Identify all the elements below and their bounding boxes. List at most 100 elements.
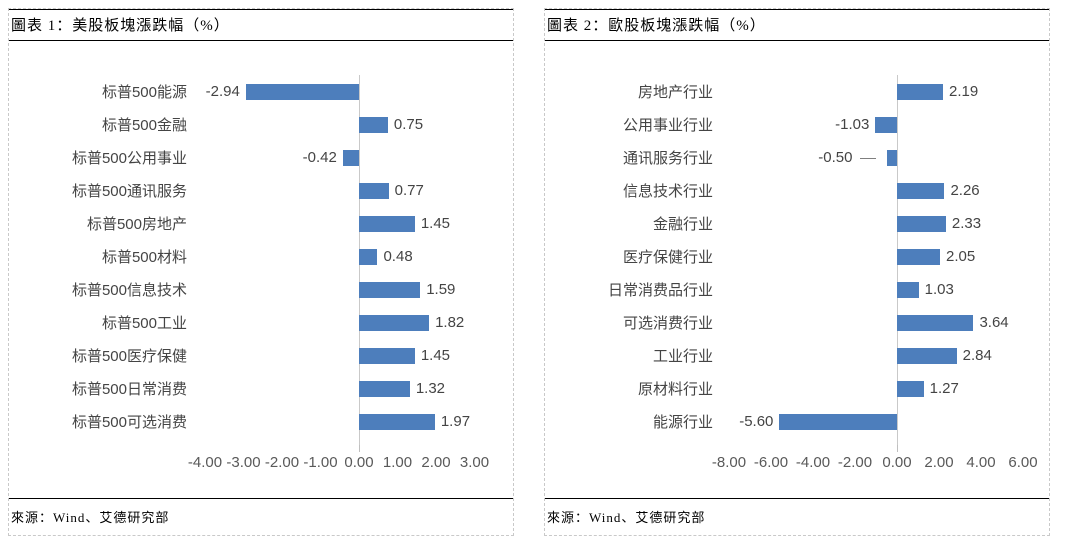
- value-label: 2.05: [946, 248, 976, 265]
- bar-row: 原材料行业 1.27: [545, 372, 1049, 405]
- bar: [359, 182, 389, 199]
- bar-plot-area: 1.82: [187, 306, 513, 339]
- eu-sector-chart-panel: 圖表 2：歐股板塊漲跌幅（%） 房地产行业 2.19 公用事业行业 -1.03 通讯服务…: [544, 8, 1050, 536]
- bar: [897, 314, 974, 331]
- value-label: 1.32: [415, 380, 446, 397]
- category-label: 标普500材料: [101, 249, 187, 266]
- axis-tick-label: -8.00: [711, 454, 747, 471]
- bar-row: 房地产行业 2.19: [545, 75, 1049, 108]
- bar-row: 日常消费品行业 1.03: [545, 273, 1049, 306]
- zero-tick-mark: [897, 445, 898, 452]
- category-label: 标普500公用事业: [71, 150, 187, 167]
- panel-spacer: [545, 475, 1049, 498]
- value-label: 1.97: [440, 413, 471, 430]
- bar: [359, 347, 415, 364]
- bar-plot-area: -0.50: [713, 141, 1049, 174]
- bar-plot-area: -1.03: [713, 108, 1049, 141]
- axis-tick-label: 6.00: [1008, 454, 1038, 471]
- category-label: 公用事业行业: [622, 117, 713, 134]
- bar-plot-area: 1.32: [187, 372, 513, 405]
- category-label: 能源行业: [652, 414, 713, 431]
- category-label: 标普500日常消费: [71, 381, 187, 398]
- value-label: 2.19: [948, 83, 979, 100]
- category-label: 标普500信息技术: [71, 282, 187, 299]
- category-label: 标普500工业: [101, 315, 187, 332]
- axis-tick-label: 4.00: [966, 454, 996, 471]
- category-label: 通讯服务行业: [622, 150, 713, 167]
- value-label: 1.03: [924, 281, 954, 298]
- bar: [359, 281, 421, 298]
- bar-plot-area: 2.19: [713, 75, 1049, 108]
- bar: [897, 248, 941, 265]
- source-note-us: 來源：Wind、艾德研究部: [9, 498, 513, 535]
- bar-row: 通讯服务行业 -0.50: [545, 141, 1049, 174]
- axis-tick-label: -2.00: [264, 454, 300, 471]
- value-label: 1.27: [929, 380, 959, 397]
- bar-row: 标普500工业 1.82: [9, 306, 513, 339]
- category-label: 工业行业: [652, 348, 713, 365]
- value-label: -2.94: [205, 83, 240, 100]
- bar-plot-area: 1.27: [713, 372, 1049, 405]
- axis-tick-label: 1.00: [382, 454, 413, 471]
- bar: [359, 215, 415, 232]
- category-label: 医疗保健行业: [622, 249, 713, 266]
- value-label: -0.50: [818, 149, 853, 166]
- bar-plot-area: 1.45: [187, 207, 513, 240]
- value-label: -5.60: [739, 413, 774, 430]
- category-label: 标普500可选消费: [71, 414, 187, 431]
- category-label: 可选消费行业: [622, 315, 713, 332]
- category-label: 标普500金融: [101, 117, 187, 134]
- chart-title-eu: 圖表 2：歐股板塊漲跌幅（%）: [545, 9, 1049, 41]
- us-sector-chart-panel: 圖表 1：美股板塊漲跌幅（%） 标普500能源 -2.94 标普500金融 0.75 标…: [8, 8, 514, 536]
- axis-tick-label: -4.00: [187, 454, 223, 471]
- bar: [245, 83, 359, 100]
- category-label: 标普500通讯服务: [71, 183, 187, 200]
- bar: [779, 413, 897, 430]
- category-label: 原材料行业: [637, 381, 713, 398]
- bar-row: 标普500信息技术 1.59: [9, 273, 513, 306]
- category-label: 标普500医疗保健: [71, 348, 187, 365]
- bar-row: 标普500房地产 1.45: [9, 207, 513, 240]
- category-label: 金融行业: [652, 216, 713, 233]
- bar: [875, 116, 897, 133]
- bar-row: 标普500通讯服务 0.77: [9, 174, 513, 207]
- value-label: 2.26: [950, 182, 980, 199]
- bar-plot-area: 2.05: [713, 240, 1049, 273]
- axis-tick-label: -6.00: [753, 454, 789, 471]
- axis-tick-label: 2.00: [924, 454, 954, 471]
- value-label: 1.59: [426, 281, 456, 298]
- value-label: 3.64: [979, 314, 1009, 331]
- chart-title-us: 圖表 1：美股板塊漲跌幅（%）: [9, 9, 513, 41]
- axis-tick-label: -1.00: [303, 454, 338, 471]
- bar-plot-area: -2.94: [187, 75, 513, 108]
- leader-line: [859, 157, 876, 159]
- eu-chart-x-axis: -8.00 -6.00 -4.00 -2.00 0.00 2.00 4.00 6.00: [545, 445, 1049, 475]
- bar: [897, 347, 957, 364]
- bar-plot-area: 1.45: [187, 339, 513, 372]
- value-label: 0.75: [393, 116, 424, 133]
- axis-tick-label: 0.00: [344, 454, 374, 471]
- bar: [897, 182, 945, 199]
- bar-row: 标普500可选消费 1.97: [9, 405, 513, 438]
- axis-tick-label: -2.00: [837, 454, 873, 471]
- bar-plot-area: 0.77: [187, 174, 513, 207]
- axis-tick-label: 2.00: [421, 454, 451, 471]
- bar-row: 医疗保健行业 2.05: [545, 240, 1049, 273]
- bar: [897, 380, 924, 397]
- bar-plot-area: 1.03: [713, 273, 1049, 306]
- bar-plot-area: 1.59: [187, 273, 513, 306]
- value-label: -1.03: [835, 116, 870, 133]
- bar-row: 标普500能源 -2.94: [9, 75, 513, 108]
- panel-spacer: [9, 475, 513, 498]
- bar-row: 工业行业 2.84: [545, 339, 1049, 372]
- value-label: -0.42: [302, 149, 337, 166]
- axis-tick-label: 3.00: [459, 454, 490, 471]
- bar: [359, 314, 430, 331]
- eu-sector-bar-chart: 房地产行业 2.19 公用事业行业 -1.03 通讯服务行业 -0.50 信息技术行业 2.2…: [545, 41, 1049, 445]
- value-label: 2.84: [962, 347, 992, 364]
- bar: [897, 281, 919, 298]
- bar-plot-area: 2.26: [713, 174, 1049, 207]
- axis-tick-label: -4.00: [795, 454, 831, 471]
- bar-plot-area: 0.48: [187, 240, 513, 273]
- bar: [886, 149, 897, 166]
